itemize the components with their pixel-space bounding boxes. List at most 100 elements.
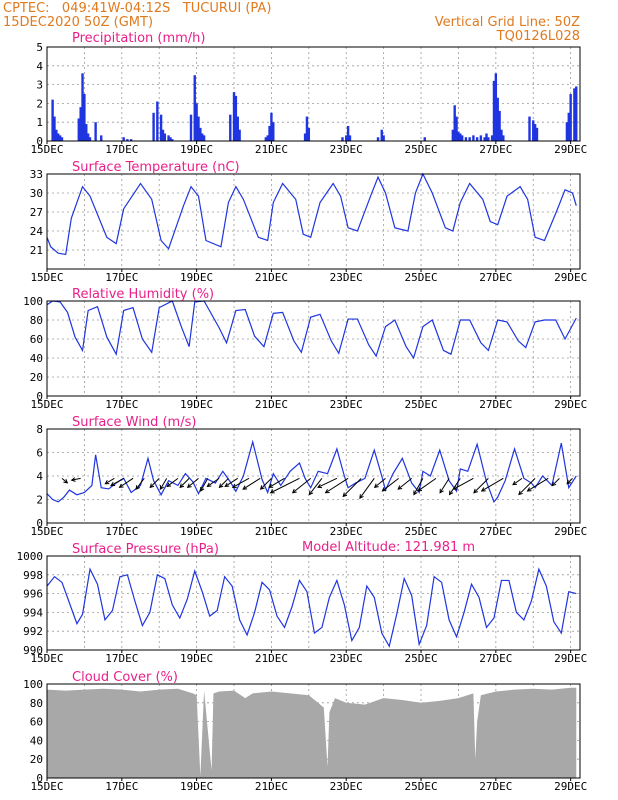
x-tick-label: 19DEC (180, 271, 213, 284)
x-tick-label: 25DEC (404, 398, 437, 411)
wind-arrow (104, 477, 115, 485)
precip-bar (159, 114, 163, 141)
x-tick-label: 23DEC (330, 271, 363, 284)
wind-arrow (242, 477, 261, 490)
wind-line (46, 439, 577, 504)
y-tick-label: 24 (30, 225, 44, 238)
y-tick-label: 60 (30, 333, 43, 346)
plot-frame (46, 300, 581, 397)
precip-bar (535, 127, 539, 141)
temperature-panel: 21 24 27 30 33 15DEC 17DEC 19DEC 21DEC 23DEC 25DEC… (30, 160, 587, 284)
x-tick-label: 25DEC (404, 780, 437, 793)
precip-bar (472, 135, 475, 141)
precip-bar (264, 137, 268, 141)
wind-arrow (206, 477, 220, 488)
precip-bar (88, 137, 92, 141)
wind-arrow (417, 477, 437, 492)
wind-arrow (373, 477, 386, 489)
wind-arrow (224, 477, 239, 488)
x-tick-label: 25DEC (404, 271, 437, 284)
precip-bar (348, 135, 352, 141)
precipitation-panel: 0 1 2 3 4 5 15DEC 17DEC 19DEC 21DEC 23DEC 25DEC 27DE… (30, 31, 587, 156)
precip-bar (189, 114, 193, 141)
precip-bar (86, 133, 90, 141)
precip-bar (528, 116, 531, 141)
precip-bar (193, 75, 196, 141)
precip-bar (229, 114, 232, 141)
precip-bar (202, 135, 206, 141)
wind-arrow (179, 477, 190, 489)
precip-bar (169, 137, 172, 141)
panels: 0 1 2 3 4 5 15DEC 17DEC 19DEC 21DEC 23DEC 25DEC 27DE… (17, 31, 588, 793)
precip-bar (502, 135, 505, 141)
y-tick-label: 996 (23, 588, 43, 601)
wind-arrow (186, 477, 199, 489)
plot-frame (46, 555, 581, 651)
y-tick-label: 21 (30, 244, 43, 257)
precip-bar (79, 107, 82, 141)
precip-bar (498, 110, 501, 141)
precip-bar (483, 137, 486, 141)
y-tick-label: 6 (36, 447, 43, 460)
wind-arrow (159, 478, 168, 491)
x-tick-label: 15DEC (30, 143, 63, 156)
y-tick-label: 2 (36, 97, 43, 110)
precip-bar (77, 118, 80, 141)
y-tick-label: 1000 (17, 550, 44, 563)
header-date: 15DEC2020 50Z (GMT) (3, 15, 153, 30)
precip-bar (569, 94, 572, 141)
wind-arrow (439, 478, 450, 494)
precip-bar (380, 129, 383, 141)
x-tick-label: 15DEC (30, 525, 63, 538)
x-tick-label: 29DEC (554, 780, 587, 793)
precip-bar (455, 116, 458, 141)
precip-bar (197, 116, 200, 141)
precip-bar (199, 127, 202, 141)
plot-frame (46, 46, 581, 142)
precip-bar (152, 112, 155, 141)
wind-arrow (452, 477, 474, 490)
wind-arrow (317, 477, 338, 489)
wind-arrow (200, 478, 209, 492)
x-tick-label: 19DEC (180, 525, 213, 538)
plot-frame (46, 428, 581, 524)
precip-bar (345, 135, 348, 141)
precip-bar (232, 92, 236, 141)
precip-bar (492, 80, 496, 141)
x-tick-label: 25DEC (404, 143, 437, 156)
y-tick-label: 27 (30, 206, 43, 219)
header-grid-line: Vertical Grid Line: 50Z (435, 15, 580, 30)
x-tick-label: 27DEC (479, 652, 512, 665)
x-tick-label: 17DEC (105, 652, 138, 665)
wind-arrow (231, 477, 250, 488)
y-tick-label: 20 (30, 371, 43, 384)
plot-frame (46, 683, 581, 779)
precip-bar (575, 86, 578, 141)
pressure-line (46, 567, 577, 648)
x-tick-label: 29DEC (554, 652, 587, 665)
y-tick-label: 4 (36, 60, 43, 73)
header-model-id: TQ0126L028 (496, 29, 580, 44)
x-tick-label: 27DEC (479, 143, 512, 156)
y-tick-label: 8 (36, 423, 43, 436)
precip-bar (532, 120, 535, 141)
wind-arrow (480, 477, 504, 492)
precip-bar (167, 135, 170, 141)
pressure-panel: 990 992 994 996 998 1000 15DEC 17DEC 19DEC 21DEC 2… (17, 542, 588, 665)
y-tick-label: 60 (30, 716, 43, 729)
y-tick-label: 0 (36, 135, 43, 148)
x-tick-label: 29DEC (554, 143, 587, 156)
wind-arrow (166, 477, 179, 488)
x-tick-label: 19DEC (180, 652, 213, 665)
y-tick-label: 33 (30, 168, 43, 181)
precip-bar (567, 112, 570, 141)
precip-bar (376, 137, 380, 141)
x-tick-label: 27DEC (479, 780, 512, 793)
y-tick-label: 80 (30, 314, 43, 327)
precip-bar (270, 112, 273, 141)
model-altitude: Model Altitude: 121.981 m (302, 540, 475, 555)
y-tick-label: 994 (23, 606, 43, 619)
x-tick-label: 17DEC (105, 271, 138, 284)
wind-arrow (324, 477, 349, 494)
precip-bar (55, 129, 58, 141)
